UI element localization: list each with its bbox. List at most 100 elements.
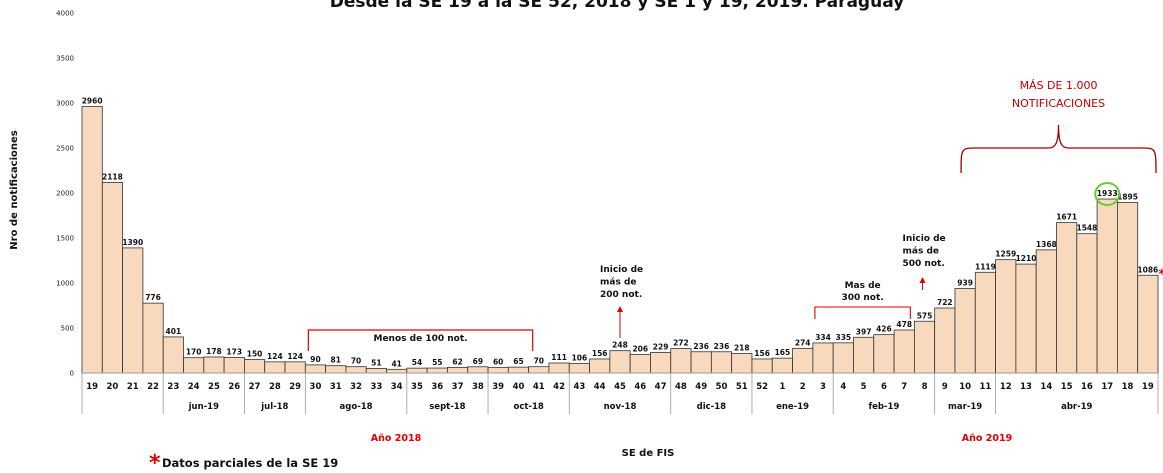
bar (447, 367, 469, 374)
arrow-head (919, 277, 926, 283)
data-label: 236 (714, 342, 730, 351)
data-label: 335 (835, 333, 851, 342)
x-tick-label: 52 (756, 382, 768, 392)
bar (487, 367, 509, 374)
bar (589, 358, 611, 374)
data-label: 2960 (82, 97, 103, 106)
x-tick-label: 19 (1142, 382, 1154, 392)
x-tick-label: 11 (980, 382, 992, 392)
x-tick-label: 19 (86, 382, 98, 392)
bar (710, 351, 733, 374)
annotation-mas-300: 300 not. (841, 293, 883, 303)
x-tick-label: 40 (513, 382, 525, 392)
y-tick-label: 2500 (56, 145, 74, 153)
bar (426, 367, 448, 374)
x-tick-label: 17 (1101, 382, 1113, 392)
data-label: 54 (412, 358, 422, 367)
x-tick-label: 30 (310, 382, 322, 392)
annotation-inicio-500: más de (903, 247, 940, 257)
annotation-mas-300: Mas de (845, 281, 881, 291)
brace-mas-1000 (960, 124, 1157, 174)
month-label: ene-19 (776, 402, 809, 412)
bar (974, 271, 996, 374)
annotations-group: Menos de 100 not. Inicio de más de 200 not.… (307, 79, 1163, 351)
x-tick-label: 51 (736, 382, 748, 392)
bar (406, 367, 428, 374)
bar (731, 352, 753, 374)
data-label: 1671 (1056, 213, 1077, 222)
annotation-inicio-200: Inicio de (600, 265, 643, 275)
data-label: 150 (247, 350, 263, 359)
x-axis: 19 20 21 22 23 24 25 26 27 28 29 30 31 32 33 34 35 36 37 38… (81, 372, 1159, 414)
x-tick-label: 32 (350, 382, 362, 392)
x-tick-label: 50 (716, 382, 728, 392)
bar (1056, 222, 1078, 374)
bar (304, 364, 327, 374)
data-label: 178 (206, 347, 222, 356)
x-tick-label: 9 (942, 382, 948, 392)
bar (690, 351, 712, 374)
month-label: jun-19 (188, 402, 219, 412)
data-label: 51 (371, 358, 381, 367)
x-tick-label: 2 (800, 382, 806, 392)
data-label: 65 (513, 357, 523, 366)
bar (203, 356, 225, 374)
bar (1096, 198, 1118, 374)
data-label: 206 (632, 344, 648, 353)
bar (934, 307, 956, 374)
x-axis-label: SE de FIS (622, 448, 675, 459)
y-tick-label: 3500 (56, 55, 74, 63)
month-label: feb-19 (868, 402, 899, 412)
y-tick-label: 500 (61, 325, 74, 333)
annotation-inicio-500: Inicio de (903, 234, 946, 244)
data-label: 236 (693, 342, 709, 351)
bar (467, 366, 489, 374)
x-tick-label: 22 (147, 382, 159, 392)
arrow-head (617, 306, 623, 312)
x-tick-label: 42 (553, 382, 565, 392)
y-axis-label: Nro de notificaciones (9, 130, 20, 249)
annotation-menos-100: Menos de 100 not. (374, 334, 468, 344)
y-tick-label: 3000 (56, 100, 74, 108)
data-label: 41 (391, 359, 401, 368)
month-label: jul-18 (260, 402, 288, 412)
x-tick-label: 15 (1061, 382, 1073, 392)
bar (1137, 274, 1159, 374)
bar (284, 361, 306, 374)
x-tick-label: 10 (959, 382, 971, 392)
data-label: 1210 (1016, 254, 1037, 263)
footnote-text: Datos parciales de la SE 19 (162, 456, 338, 470)
x-tick-label: 39 (492, 382, 504, 392)
bar (751, 358, 773, 374)
x-tick-label: 21 (127, 382, 139, 392)
x-tick-label: 24 (188, 382, 200, 392)
y-tick-label: 2000 (56, 190, 74, 198)
bracket-menos-100 (307, 329, 534, 351)
bar (122, 247, 144, 374)
bar (244, 359, 266, 374)
bar (853, 336, 875, 374)
bar (81, 106, 103, 374)
bar (893, 329, 915, 374)
bar (365, 368, 387, 374)
bar (507, 366, 530, 374)
bar (771, 357, 793, 374)
data-label: 70 (351, 357, 361, 366)
data-label: 274 (795, 338, 811, 347)
bar (954, 288, 976, 374)
data-label: 401 (166, 327, 182, 336)
bar (1076, 233, 1098, 374)
month-label: sept-18 (429, 402, 465, 412)
data-label: 397 (856, 327, 872, 336)
footnote-asterisk: * (149, 451, 161, 473)
x-tick-label: 7 (901, 382, 907, 392)
month-label: abr-19 (1061, 402, 1092, 412)
x-tick-label: 6 (881, 382, 887, 392)
data-label: 60 (493, 358, 503, 367)
bar (101, 181, 124, 374)
bar (792, 347, 814, 374)
bar (386, 368, 408, 374)
bar (609, 350, 631, 374)
data-label: 272 (673, 339, 689, 348)
x-tick-label: 29 (289, 382, 301, 392)
